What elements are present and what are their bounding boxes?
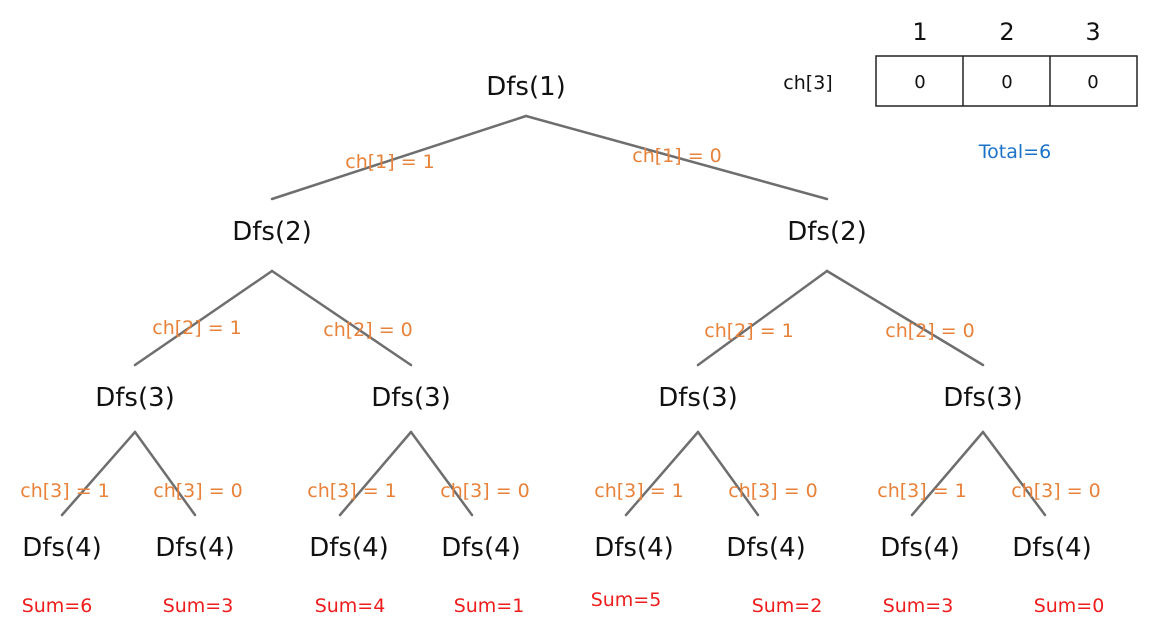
edge-label-ch3-4: ch[3] = 0: [440, 480, 530, 502]
edge-label-ch1-2: ch[1] = 0: [632, 145, 722, 167]
edge-l3-1: [60, 430, 137, 517]
array-index-2: 2: [999, 18, 1014, 46]
node-dfs4-1: Dfs(4): [22, 533, 102, 563]
leaf-sum-6: Sum=2: [752, 595, 823, 617]
edge-labels: ch[1] = 1 ch[1] = 0 ch[2] = 1 ch[2] = 0 ch[2…: [20, 145, 1101, 502]
tree-edges: [60, 114, 1047, 517]
array-cell-1: 0: [914, 72, 925, 93]
edge-label-ch1-1: ch[1] = 1: [345, 151, 435, 173]
node-dfs4-2: Dfs(4): [155, 533, 235, 563]
edge-l3-7: [910, 430, 985, 517]
node-dfs4-5: Dfs(4): [594, 533, 674, 563]
leaf-sum-8: Sum=0: [1034, 595, 1105, 617]
leaf-sum-2: Sum=3: [163, 595, 234, 617]
leaf-sums: Sum=6 Sum=3 Sum=4 Sum=1 Sum=5 Sum=2 Sum=3 Sum=0: [22, 589, 1105, 617]
edge-l3-8: [981, 430, 1047, 517]
edge-label-ch3-2: ch[3] = 0: [153, 480, 243, 502]
edge-l3-5: [624, 430, 700, 517]
edge-label-ch3-1: ch[3] = 1: [20, 480, 110, 502]
leaf-sum-7: Sum=3: [883, 595, 954, 617]
edge-label-ch3-6: ch[3] = 0: [728, 480, 818, 502]
array-label: ch[3]: [783, 72, 832, 94]
leaf-sum-3: Sum=4: [315, 595, 386, 617]
array-index-1: 1: [912, 18, 927, 46]
edge-label-ch3-3: ch[3] = 1: [307, 480, 397, 502]
node-dfs2-2: Dfs(2): [787, 217, 867, 247]
node-dfs3-3: Dfs(3): [658, 383, 738, 413]
leaf-sum-5: Sum=5: [591, 589, 662, 611]
edge-label-ch2-3: ch[2] = 1: [704, 320, 794, 342]
node-dfs2-1: Dfs(2): [232, 217, 312, 247]
edge-l1-1: [270, 114, 528, 201]
node-dfs3-4: Dfs(3): [943, 383, 1023, 413]
leaf-sum-4: Sum=1: [454, 595, 525, 617]
array-cell-3: 0: [1087, 72, 1098, 93]
edge-label-ch2-1: ch[2] = 1: [152, 317, 242, 339]
edge-l3-4: [409, 430, 474, 517]
edge-l1-2: [524, 114, 829, 201]
edge-label-ch3-7: ch[3] = 1: [877, 480, 967, 502]
edge-label-ch3-8: ch[3] = 0: [1011, 480, 1101, 502]
node-dfs1: Dfs(1): [486, 72, 566, 102]
edge-l3-6: [696, 430, 760, 517]
edge-l2-3: [696, 269, 829, 367]
node-dfs4-6: Dfs(4): [726, 533, 806, 563]
leaf-sum-1: Sum=6: [22, 595, 93, 617]
array-panel: 1 2 3 ch[3] 0 0 0 Total=6: [783, 18, 1138, 163]
node-dfs3-2: Dfs(3): [371, 383, 451, 413]
node-dfs4-8: Dfs(4): [1012, 533, 1092, 563]
array-index-3: 3: [1085, 18, 1100, 46]
node-dfs4-7: Dfs(4): [880, 533, 960, 563]
node-dfs4-3: Dfs(4): [309, 533, 389, 563]
edge-l3-2: [133, 430, 197, 517]
edge-l3-3: [338, 430, 413, 517]
edge-l2-4: [825, 269, 985, 367]
node-dfs3-1: Dfs(3): [95, 383, 175, 413]
array-box: [875, 55, 1138, 107]
edge-label-ch2-4: ch[2] = 0: [885, 320, 975, 342]
edge-label-ch2-2: ch[2] = 0: [323, 319, 413, 341]
edge-l2-1: [133, 269, 274, 367]
array-cell-2: 0: [1001, 72, 1012, 93]
tree-nodes: Dfs(1) Dfs(2) Dfs(2) Dfs(3) Dfs(3) Dfs(3) Dfs(…: [22, 72, 1092, 563]
total-label: Total=6: [978, 141, 1051, 163]
node-dfs4-4: Dfs(4): [441, 533, 521, 563]
edge-l2-2: [270, 269, 413, 367]
edge-label-ch3-5: ch[3] = 1: [594, 480, 684, 502]
